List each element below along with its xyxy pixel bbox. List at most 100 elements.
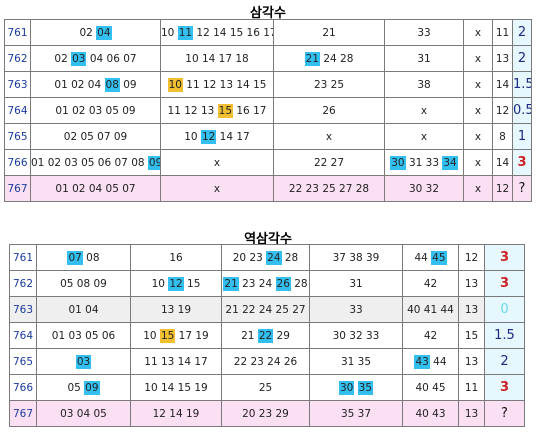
number-text: 26 (322, 104, 336, 117)
range-cell: x (463, 175, 493, 202)
range-cell: 22 27 (273, 149, 385, 176)
number-text: 11 12 13 (167, 104, 218, 117)
number-text: 01 03 05 06 (51, 329, 116, 342)
number-text: 25 (258, 381, 273, 394)
number-text: 23 24 (238, 277, 276, 290)
count-cell: 11 (492, 19, 513, 46)
table-2-title: 역삼각수 (244, 232, 292, 247)
number-text: 11 13 14 17 (144, 355, 208, 368)
number-text: 04 06 07 (86, 52, 137, 65)
table-row: 764 01 02 03 05 09 11 12 13 15 16 17 26 x x 12… (4, 97, 532, 124)
range-cell: 40 41 44 (402, 296, 459, 323)
highlighted-number: 15 (217, 103, 234, 118)
table-row: 765 03 11 13 14 17 22 23 24 26 31 35 43 44 13 2 (9, 348, 525, 375)
number-text: 35 37 (340, 407, 372, 420)
range-cell: 03 04 05 (36, 400, 131, 427)
score-cell: 3 (484, 374, 525, 401)
round-number-cell: 764 (4, 97, 31, 124)
highlighted-number: 45 (431, 250, 447, 265)
range-cell: x (384, 97, 464, 124)
number-text: 31 (417, 52, 431, 65)
range-cell: 26 (273, 97, 385, 124)
score-value: 2 (500, 354, 509, 369)
number-text: 33 (417, 26, 431, 39)
range-cell: 30 32 33 (309, 322, 403, 349)
range-cell: 30 35 (309, 374, 403, 401)
number-text: 28 (290, 277, 308, 290)
table-row: 761 07 08 16 20 23 24 28 37 38 39 44 45 12 3 (9, 244, 525, 271)
number-text: 31 35 (340, 355, 372, 368)
round-number-cell: 765 (4, 123, 31, 150)
range-cell: 10 12 15 (130, 270, 222, 297)
range-cell: 30 31 33 34 (384, 149, 464, 176)
triangle-number-table: 761 02 04 10 11 12 14 15 16 17 21 33 x 11 2 762 0… (4, 19, 532, 202)
score-cell: 1.5 (512, 71, 532, 98)
highlighted-number: 30 (390, 155, 406, 170)
count-cell: 12 (492, 97, 513, 124)
count-cell: 13 (458, 348, 485, 375)
range-cell: 22 23 25 27 28 (273, 175, 385, 202)
score-cell: ? (512, 175, 532, 202)
number-text: 30 32 33 (332, 329, 380, 342)
round-number-cell: 765 (9, 348, 37, 375)
number-text: 40 41 44 (407, 303, 454, 316)
table-row: 763 01 02 04 08 09 10 11 12 13 14 15 23 25 3… (4, 71, 532, 98)
score-value: ? (518, 181, 526, 196)
range-cell: 25 (221, 374, 310, 401)
highlighted-number: 26 (275, 276, 291, 291)
round-number-cell: 764 (9, 322, 37, 349)
table-row: 763 01 04 13 19 21 22 24 25 27 33 40 41 44 13 0 (9, 296, 525, 323)
highlighted-number: 09 (147, 155, 160, 170)
range-cell: 13 19 (130, 296, 222, 323)
highlighted-number: 22 (257, 328, 274, 343)
table-row: 765 02 05 07 09 10 12 14 17 x x x 8 1 (4, 123, 532, 150)
count-cell: 14 (492, 149, 513, 176)
number-text: 21 22 24 25 27 (225, 303, 306, 316)
highlighted-number: 10 (167, 77, 183, 92)
count-cell: 8 (492, 123, 513, 150)
range-cell: 43 44 (402, 348, 459, 375)
range-cell: 20 23 24 28 (221, 244, 310, 271)
highlighted-number: 04 (96, 25, 112, 40)
range-cell: 07 08 (36, 244, 131, 271)
score-value: 1.5 (494, 328, 515, 343)
score-value: 0.5 (513, 103, 531, 118)
range-cell: 40 43 (402, 400, 459, 427)
range-cell: 30 32 (384, 175, 464, 202)
number-text: x (213, 182, 221, 195)
range-cell: x (463, 45, 493, 72)
round-number-cell: 763 (9, 296, 37, 323)
number-text: 08 (82, 251, 100, 264)
range-cell: 11 12 13 15 16 17 (160, 97, 274, 124)
number-text: 01 02 04 05 07 (55, 182, 136, 195)
range-cell: 21 22 24 25 27 (221, 296, 310, 323)
score-cell: 2 (512, 19, 532, 46)
table-row: 767 03 04 05 12 14 19 20 23 29 35 37 40 43 13? (9, 400, 525, 427)
number-text: 31 33 (405, 156, 443, 169)
table-row: 767 01 02 04 05 07 x 22 23 25 27 28 30 32 x 12… (4, 175, 532, 202)
score-cell: 2 (484, 348, 525, 375)
number-text: 28 (281, 251, 299, 264)
range-cell: 31 (309, 270, 403, 297)
number-text: 37 38 39 (332, 251, 380, 264)
count-cell: 12 (458, 244, 485, 271)
range-cell: x (384, 123, 464, 150)
range-cell: 42 (402, 322, 459, 349)
range-cell: 40 45 (402, 374, 459, 401)
number-text: 21 (322, 26, 336, 39)
highlighted-number: 21 (223, 276, 239, 291)
number-text: 30 32 (408, 182, 440, 195)
highlighted-number: 21 (304, 51, 320, 66)
reverse-triangle-number-table: 761 07 08 16 20 23 24 28 37 38 39 44 45 12 3 762… (9, 244, 525, 427)
number-text: 40 45 (415, 381, 446, 394)
highlighted-number: 34 (442, 155, 458, 170)
range-cell: 02 03 04 06 07 (30, 45, 161, 72)
score-cell: 3 (484, 270, 525, 297)
number-text: 44 (429, 355, 447, 368)
number-text: 23 25 (313, 78, 345, 91)
number-text: 16 17 (233, 104, 267, 117)
score-cell: 2 (512, 45, 532, 72)
number-text: 42 (423, 329, 438, 342)
score-cell: 1 (512, 123, 532, 150)
range-cell: 02 04 (30, 19, 161, 46)
